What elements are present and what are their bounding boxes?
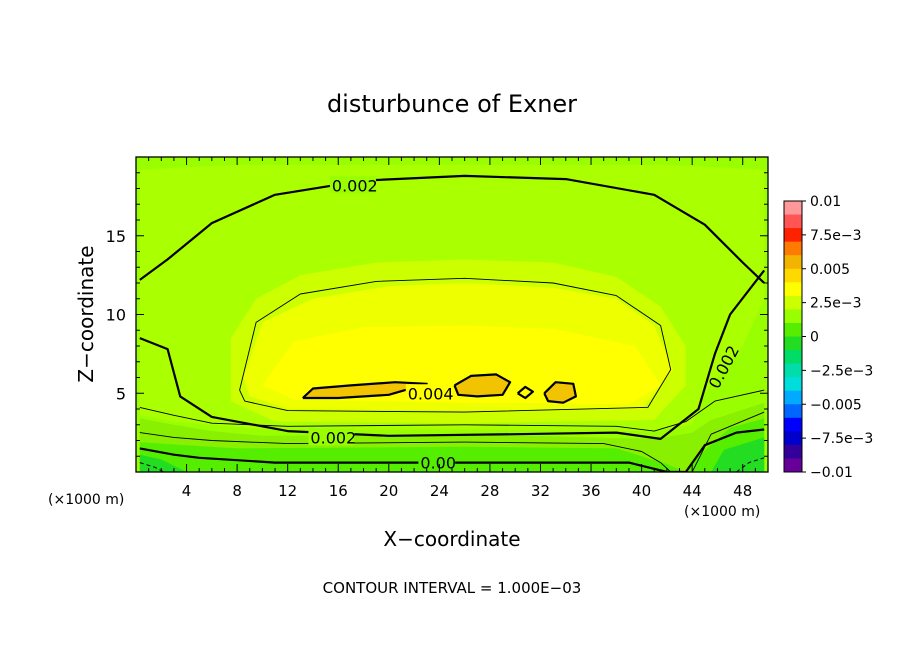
colorbar-label-7: −7.5e−3	[810, 431, 873, 447]
colorbar-swatch-12	[784, 363, 802, 378]
colorbar-label-1: 7.5e−3	[810, 228, 862, 244]
colorbar-swatch-10	[784, 336, 802, 351]
contour-label-bg-5	[418, 453, 456, 471]
contour-fills	[139, 164, 765, 472]
colorbar-swatch-7	[784, 295, 802, 310]
x-tick-label-20: 20	[379, 482, 398, 500]
colorbar-swatch-8	[784, 309, 802, 324]
x-tick-label-16: 16	[329, 482, 348, 500]
x-unit-right: (×1000 m)	[684, 504, 760, 520]
contour-label-5: 0.00	[420, 454, 456, 473]
colorbar-label-2: 0.005	[810, 262, 850, 278]
colorbar-label-3: 2.5e−3	[810, 296, 862, 312]
fill-region-5	[454, 374, 511, 397]
dashed-contour-1	[736, 457, 765, 472]
colorbar-swatch-0	[784, 201, 802, 216]
y-axis-ticks: 5 10 15	[106, 172, 768, 457]
colorbar-label-0: 0.01	[810, 194, 841, 210]
chart-title: disturbunce of Exner	[327, 90, 577, 118]
y-tick-label-10: 10	[106, 306, 126, 325]
colorbar-swatch-15	[784, 404, 802, 419]
contour-label-7: 0.004	[408, 384, 454, 403]
contour-label-bg-1	[308, 428, 355, 446]
fill-region-8	[139, 418, 765, 472]
colorbar-swatch-2	[784, 228, 802, 243]
contour-label-bg-7	[405, 384, 452, 402]
colorbar-label-4: 0	[810, 330, 819, 346]
y-tick-label-5: 5	[116, 384, 126, 403]
contour-line-0	[139, 174, 765, 284]
contour-line-4	[139, 432, 672, 472]
contour-interval-footer: CONTOUR INTERVAL = 1.000E−03	[323, 579, 582, 597]
x-axis-ticks: 4 8 12 16 20 24 28 32 36 40 44 48	[148, 157, 756, 500]
colorbar-label-8: −0.01	[810, 465, 853, 481]
x-tick-label-40: 40	[632, 482, 651, 500]
contour-line-9	[543, 381, 578, 404]
colorbar-swatch-13	[784, 377, 802, 392]
colorbar-swatch-4	[784, 255, 802, 270]
x-axis-label: X−coordinate	[383, 527, 520, 551]
fill-region-9	[139, 454, 187, 472]
colorbar-swatch-17	[784, 431, 802, 446]
colorbar-label-6: −0.005	[810, 397, 862, 413]
contour-line-1	[139, 269, 766, 440]
fill-region-10	[711, 437, 765, 472]
colorbar-swatch-14	[784, 390, 802, 405]
contour-line-7	[302, 381, 428, 400]
x-tick-label-32: 32	[531, 482, 550, 500]
fill-region-4	[302, 382, 427, 398]
colorbar: 0.01 7.5e−3 0.005 2.5e−3 0 −2.5e−3 −0.005 −7.5e…	[783, 194, 873, 481]
contour-lines	[139, 174, 766, 472]
contour-line-5	[139, 428, 765, 472]
x-tick-label-28: 28	[480, 482, 499, 500]
colorbar-swatch-9	[784, 322, 802, 337]
colorbar-swatch-16	[784, 417, 802, 432]
contour-line-6	[691, 411, 765, 472]
contour-line-8	[453, 373, 512, 398]
x-tick-label-8: 8	[232, 482, 242, 500]
x-tick-label-36: 36	[581, 482, 600, 500]
colorbar-swatch-1	[784, 214, 802, 229]
x-tick-label-12: 12	[278, 482, 297, 500]
x-tick-label-48: 48	[733, 482, 752, 500]
y-tick-label-15: 15	[106, 227, 126, 246]
colorbar-swatch-3	[784, 241, 802, 256]
x-tick-label-4: 4	[182, 482, 192, 500]
colorbar-swatch-19	[784, 458, 802, 473]
colorbar-label-5: −2.5e−3	[810, 363, 873, 379]
x-unit-left: (×1000 m)	[48, 492, 124, 508]
fill-region-6	[544, 382, 576, 403]
contour-line-10	[516, 385, 535, 400]
contour-label-1: 0.002	[310, 428, 356, 447]
contour-label-0: 0.002	[332, 176, 378, 195]
colorbar-swatch-5	[784, 268, 802, 283]
y-axis-label: Z−coordinate	[74, 245, 98, 382]
x-tick-label-44: 44	[683, 482, 702, 500]
colorbar-swatch-18	[784, 444, 802, 459]
contour-label-bg-0	[329, 176, 376, 194]
colorbar-swatch-11	[784, 350, 802, 365]
x-tick-label-24: 24	[430, 482, 449, 500]
contour-line-3	[139, 389, 765, 432]
contour-line-2	[239, 277, 672, 413]
colorbar-swatch-6	[784, 282, 802, 297]
